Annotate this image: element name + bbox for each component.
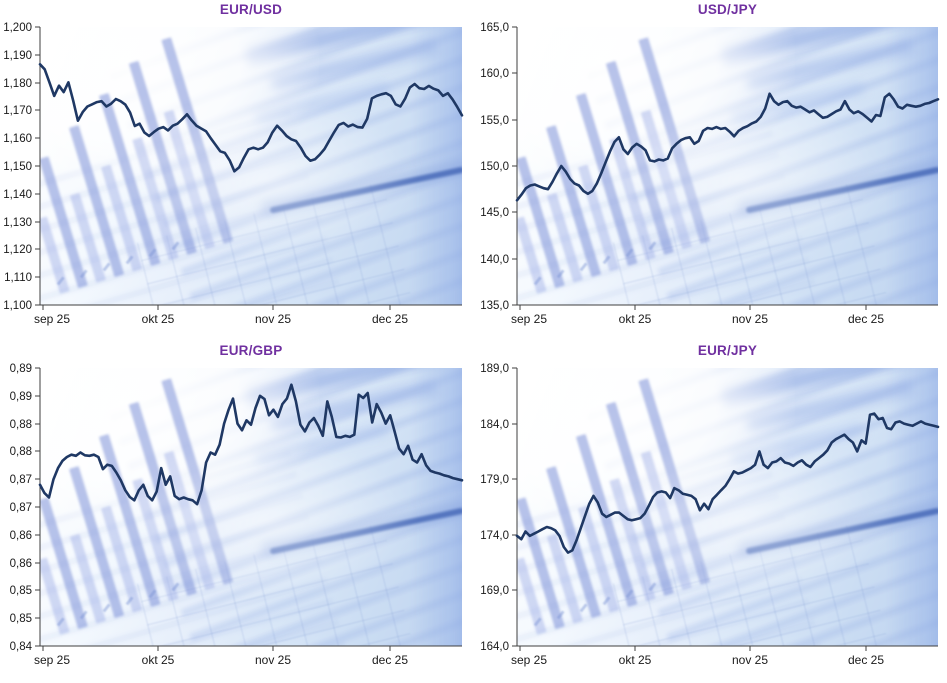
chart-title-eur-usd: EUR/USD (219, 2, 283, 17)
y-tick-label: 0,86 (10, 530, 32, 542)
watermark-right-strip (411, 27, 462, 305)
y-tick-label: 164,0 (480, 641, 509, 653)
price-line-series (38, 383, 464, 506)
plot-area-eur-usd (40, 27, 462, 305)
y-tick-label: 0,87 (10, 474, 32, 486)
y-tick-label: 135,0 (480, 300, 509, 312)
chart-title-usd-jpy: USD/JPY (697, 2, 758, 17)
y-tick-label: 184,0 (480, 419, 509, 431)
y-tick-label: 1,200 (3, 22, 32, 34)
y-tick-label: 174,0 (480, 530, 509, 542)
y-tick-label: 0,86 (10, 558, 32, 570)
y-tick-label: 165,0 (480, 22, 509, 34)
y-tick-label: 0,89 (10, 391, 32, 403)
chart-panel-eur-usd: EUR/USD 1,200 1,190 1,180 1,170 1,160 1,150 1,… (0, 0, 473, 341)
x-tick-label: dec 25 (372, 653, 408, 667)
x-tick-label: nov 25 (732, 653, 768, 667)
price-line-chart-eur-usd: 1,200 1,190 1,180 1,170 1,160 1,150 1,140 1,130… (3, 22, 464, 326)
y-tick-label: 155,0 (480, 115, 509, 127)
chart-panel-usd-jpy: USD/JPY 165,0 160,0 155,0 150,0 145,0 140,0 13… (473, 0, 947, 341)
y-tick-label: 1,170 (3, 105, 32, 117)
x-tick-label: dec 25 (848, 312, 884, 326)
x-tick-label: sep 25 (511, 653, 547, 667)
watermark-center-glow (115, 99, 420, 261)
y-tick-label: 1,130 (3, 217, 32, 229)
x-tick-label: sep 25 (34, 312, 70, 326)
watermark-center-glow (115, 440, 420, 602)
plot-area-eur-gbp (40, 368, 462, 646)
chart-title-eur-jpy: EUR/JPY (697, 343, 758, 358)
watermark-right-strip (411, 368, 462, 646)
y-tick-label: 179,0 (480, 474, 509, 486)
watermark-right-strip (887, 27, 938, 305)
watermark-background (40, 368, 462, 646)
y-tick-label: 0,87 (10, 502, 32, 514)
y-tick-label: 145,0 (480, 207, 509, 219)
y-tick-label: 0,85 (10, 585, 32, 597)
y-tick-label: 1,100 (3, 300, 32, 312)
price-line-series (515, 412, 940, 554)
watermark-background (517, 27, 938, 305)
plot-area-usd-jpy (517, 27, 938, 305)
x-tick-label: nov 25 (732, 312, 768, 326)
y-tick-label: 150,0 (480, 161, 509, 173)
chart-title-eur-gbp: EUR/GBP (219, 343, 283, 358)
y-tick-label: 1,190 (3, 50, 32, 62)
y-tick-label: 0,88 (10, 419, 32, 431)
x-tick-label: okt 25 (142, 653, 175, 667)
chart-panel-eur-jpy: EUR/JPY 189,0 184,0 179,0 174,0 169,0 164,0 se… (473, 341, 947, 683)
watermark-right-strip (887, 368, 938, 646)
x-tick-label: nov 25 (255, 653, 291, 667)
y-tick-label: 0,88 (10, 446, 32, 458)
x-tick-label: okt 25 (619, 653, 652, 667)
x-tick-label: nov 25 (255, 312, 291, 326)
x-tick-label: sep 25 (511, 312, 547, 326)
y-tick-label: 0,89 (10, 363, 32, 375)
y-tick-label: 1,180 (3, 78, 32, 90)
watermark-background (40, 27, 462, 305)
y-tick-label: 0,84 (10, 641, 33, 653)
price-line-series (515, 92, 940, 202)
y-tick-label: 1,110 (4, 272, 32, 284)
y-tick-label: 1,140 (3, 189, 32, 201)
watermark-center-glow (592, 440, 896, 602)
y-tick-label: 1,150 (3, 161, 32, 173)
price-line-chart-eur-gbp: 0,89 0,89 0,88 0,88 0,87 0,87 0,86 0,86 0,85 0,85… (10, 363, 464, 667)
y-tick-label: 1,160 (3, 133, 32, 145)
x-tick-label: okt 25 (619, 312, 652, 326)
x-tick-label: okt 25 (142, 312, 175, 326)
y-tick-label: 1,120 (3, 244, 32, 256)
y-tick-label: 160,0 (480, 68, 509, 80)
y-tick-label: 169,0 (480, 585, 509, 597)
y-tick-label: 140,0 (480, 254, 509, 266)
chart-panel-eur-gbp: EUR/GBP 0,89 0,89 0,88 0,88 0,87 0,87 0,86 0,86… (0, 341, 473, 683)
y-tick-label: 0,85 (10, 613, 32, 625)
x-tick-label: dec 25 (372, 312, 408, 326)
y-tick-label: 189,0 (480, 363, 509, 375)
price-line-series (38, 63, 464, 173)
x-tick-label: dec 25 (848, 653, 884, 667)
x-tick-label: sep 25 (34, 653, 70, 667)
